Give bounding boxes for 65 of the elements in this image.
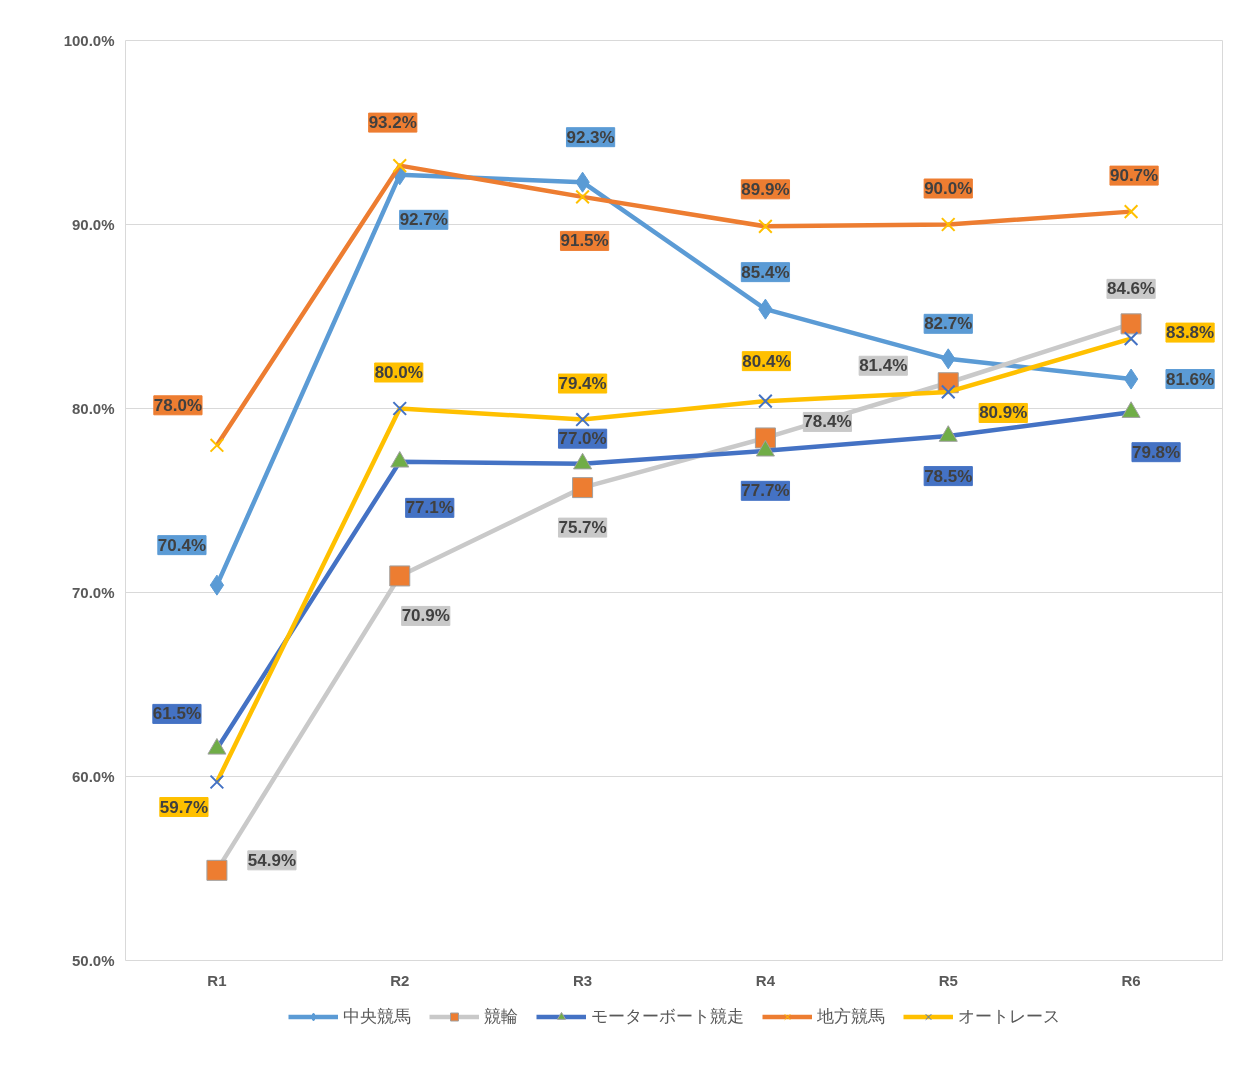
- data-label: 75.7%: [558, 518, 607, 538]
- data-label: 89.9%: [741, 179, 790, 199]
- y-tick-label: 100.0%: [63, 32, 115, 49]
- data-label: 85.4%: [741, 262, 790, 282]
- data-label: 93.2%: [368, 113, 417, 133]
- x-tick-label: R3: [573, 971, 593, 989]
- point: [392, 401, 408, 416]
- point: [209, 437, 225, 453]
- data-label: 91.5%: [560, 231, 609, 251]
- data-label: 59.7%: [159, 797, 209, 817]
- point: [206, 859, 228, 881]
- data-label: 92.7%: [399, 210, 448, 230]
- data-label: 90.7%: [1109, 166, 1159, 186]
- data-label: 84.6%: [1106, 279, 1156, 299]
- data-label: 79.4%: [558, 374, 607, 394]
- point: [575, 189, 590, 205]
- data-label: 70.4%: [157, 535, 207, 555]
- legend-label: オートレース: [957, 1005, 1060, 1028]
- data-label: 90.0%: [924, 179, 973, 198]
- data-label: 78.5%: [924, 466, 973, 486]
- legend-label: 競輪: [483, 1005, 518, 1028]
- legend-label: モーターボート競走: [590, 1005, 744, 1028]
- x-tick-label: R5: [938, 971, 958, 989]
- point: [1123, 368, 1139, 390]
- x-tick-label: R4: [755, 971, 776, 989]
- y-tick-label: 50.0%: [71, 952, 115, 969]
- point: [940, 217, 956, 232]
- point: [209, 574, 225, 596]
- data-label: 77.0%: [558, 429, 607, 449]
- point: [209, 774, 225, 790]
- data-label: 61.5%: [152, 704, 202, 724]
- data-label: 54.9%: [247, 850, 297, 870]
- data-label: 77.7%: [741, 481, 790, 501]
- point: [575, 412, 590, 427]
- point: [1123, 204, 1139, 219]
- point: [572, 477, 594, 499]
- y-tick-label: 70.0%: [71, 584, 115, 601]
- data-label: 80.4%: [742, 351, 791, 371]
- data-label: 80.0%: [374, 363, 423, 382]
- point: [1120, 313, 1142, 335]
- data-label: 82.7%: [924, 314, 973, 334]
- legend-label: 中央競馬: [342, 1005, 411, 1028]
- data-label: 70.9%: [401, 606, 450, 626]
- x-tick-label: R2: [390, 971, 410, 989]
- data-label: 81.4%: [859, 356, 908, 376]
- data-label: 78.4%: [803, 412, 852, 432]
- data-label: 79.8%: [1131, 442, 1181, 462]
- point: [392, 158, 408, 173]
- y-tick-label: 60.0%: [71, 768, 115, 785]
- data-label: 83.8%: [1165, 323, 1215, 343]
- y-tick-label: 90.0%: [71, 216, 115, 233]
- data-label: 80.9%: [979, 403, 1028, 423]
- point: [1123, 331, 1139, 346]
- point: [758, 393, 773, 409]
- point: [940, 384, 956, 400]
- point: [758, 218, 773, 234]
- point: [389, 565, 411, 587]
- data-label: 78.0%: [153, 395, 203, 415]
- legend-label: 地方競馬: [816, 1005, 885, 1028]
- data-label: 77.1%: [405, 498, 454, 518]
- x-tick-label: R6: [1121, 971, 1141, 989]
- data-label: 81.6%: [1165, 369, 1215, 389]
- data-label: 92.3%: [566, 127, 615, 147]
- x-tick-label: R1: [207, 971, 227, 989]
- y-tick-label: 80.0%: [71, 400, 115, 417]
